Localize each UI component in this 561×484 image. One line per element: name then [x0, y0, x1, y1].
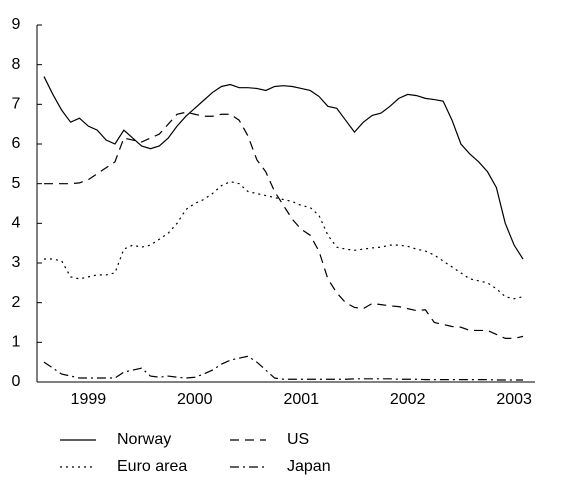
x-tick-label: 2000 — [177, 391, 213, 408]
legend-label: US — [287, 431, 309, 448]
y-tick-label: 8 — [12, 56, 21, 73]
y-tick-label: 6 — [12, 135, 21, 152]
series-line — [44, 111, 524, 339]
x-tick-label: 2002 — [390, 391, 426, 408]
legend-label: Euro area — [117, 458, 187, 475]
y-tick-label: 5 — [12, 175, 21, 192]
x-tick-label: 2001 — [283, 391, 319, 408]
y-tick-label: 1 — [12, 334, 21, 351]
y-tick-label: 3 — [12, 254, 21, 271]
x-tick-label: 2003 — [496, 391, 532, 408]
x-tick-label: 1999 — [71, 391, 107, 408]
y-tick-label: 4 — [12, 215, 21, 232]
y-tick-label: 2 — [12, 294, 21, 311]
legend-label: Japan — [287, 458, 331, 475]
series-line — [44, 181, 524, 300]
series-line — [43, 355, 523, 381]
y-tick-label: 0 — [12, 373, 21, 390]
legend-label: Norway — [117, 431, 171, 448]
series-line — [43, 76, 524, 260]
y-tick-label: 7 — [12, 96, 21, 113]
y-tick-label: 9 — [12, 16, 21, 33]
